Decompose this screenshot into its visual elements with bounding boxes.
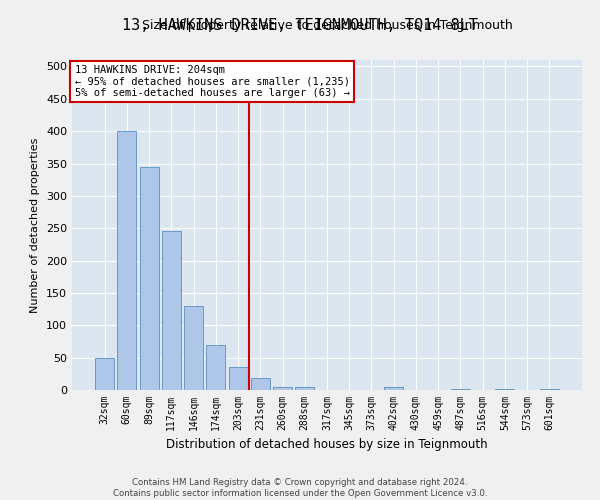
Bar: [251, 378, 270, 390]
Text: Contains HM Land Registry data © Crown copyright and database right 2024.
Contai: Contains HM Land Registry data © Crown c…: [113, 478, 487, 498]
Text: 13, HAWKINS DRIVE, TEIGNMOUTH, TQ14 8LT: 13, HAWKINS DRIVE, TEIGNMOUTH, TQ14 8LT: [122, 18, 478, 32]
Bar: [118, 131, 136, 390]
Bar: [384, 387, 403, 390]
Bar: [540, 388, 559, 390]
Bar: [273, 387, 292, 390]
X-axis label: Distribution of detached houses by size in Teignmouth: Distribution of detached houses by size …: [166, 438, 488, 452]
Bar: [496, 388, 514, 390]
Bar: [295, 387, 314, 390]
Bar: [140, 167, 158, 390]
Text: 13 HAWKINS DRIVE: 204sqm
← 95% of detached houses are smaller (1,235)
5% of semi: 13 HAWKINS DRIVE: 204sqm ← 95% of detach…: [74, 65, 350, 98]
Bar: [162, 232, 181, 390]
Bar: [184, 306, 203, 390]
Y-axis label: Number of detached properties: Number of detached properties: [31, 138, 40, 312]
Bar: [95, 358, 114, 390]
Bar: [206, 344, 225, 390]
Bar: [229, 368, 248, 390]
Title: Size of property relative to detached houses in Teignmouth: Size of property relative to detached ho…: [142, 20, 512, 32]
Bar: [451, 388, 470, 390]
